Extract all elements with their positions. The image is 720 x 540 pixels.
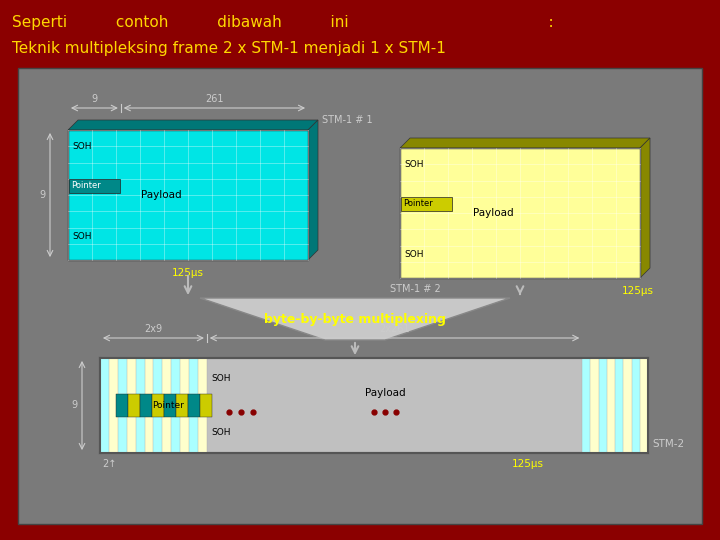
Bar bbox=[188, 394, 200, 417]
Bar bbox=[18, 68, 702, 524]
Bar bbox=[599, 358, 607, 453]
Text: SOH: SOH bbox=[212, 428, 231, 437]
Bar bbox=[109, 358, 118, 453]
Text: SOH: SOH bbox=[404, 160, 423, 170]
Text: Pointer: Pointer bbox=[71, 181, 101, 191]
Bar bbox=[162, 358, 171, 453]
Polygon shape bbox=[200, 298, 510, 340]
Bar bbox=[640, 358, 648, 453]
Bar bbox=[140, 394, 152, 417]
Bar bbox=[180, 358, 189, 453]
Text: Payload: Payload bbox=[473, 208, 513, 218]
Bar bbox=[400, 148, 640, 278]
Polygon shape bbox=[400, 138, 650, 148]
Text: SOH: SOH bbox=[212, 374, 231, 383]
Text: 9: 9 bbox=[91, 94, 97, 104]
Polygon shape bbox=[308, 120, 318, 260]
Text: SOH: SOH bbox=[72, 232, 91, 241]
Text: STM-1 # 1: STM-1 # 1 bbox=[322, 115, 373, 125]
Text: 9: 9 bbox=[39, 190, 45, 200]
Bar bbox=[171, 358, 180, 453]
Bar bbox=[176, 394, 188, 417]
Text: 2↑: 2↑ bbox=[102, 459, 117, 469]
Bar bbox=[135, 358, 145, 453]
Text: Seperti          contoh          dibawah          ini                           : Seperti contoh dibawah ini bbox=[12, 15, 554, 30]
Bar bbox=[607, 358, 615, 453]
Bar bbox=[145, 358, 153, 453]
Bar bbox=[590, 358, 599, 453]
Text: Pointer: Pointer bbox=[403, 199, 433, 208]
Text: byte-by-byte multiplexing: byte-by-byte multiplexing bbox=[264, 313, 446, 326]
Text: 125μs: 125μs bbox=[622, 286, 654, 296]
Text: 125μs: 125μs bbox=[511, 459, 544, 469]
Text: Pointer: Pointer bbox=[153, 401, 184, 410]
Bar bbox=[127, 358, 135, 453]
Text: Payload: Payload bbox=[141, 190, 181, 200]
Bar bbox=[582, 358, 590, 453]
Polygon shape bbox=[640, 138, 650, 278]
Bar bbox=[200, 394, 212, 417]
Bar bbox=[198, 358, 207, 453]
Bar bbox=[118, 358, 127, 453]
Text: 9: 9 bbox=[71, 401, 77, 410]
Text: STM-2: STM-2 bbox=[652, 439, 684, 449]
Bar bbox=[631, 358, 640, 453]
Bar bbox=[100, 358, 109, 453]
Text: SOH: SOH bbox=[72, 143, 91, 151]
Bar bbox=[100, 358, 648, 453]
Text: 2x9: 2x9 bbox=[145, 324, 163, 334]
Text: 125μs: 125μs bbox=[172, 268, 204, 278]
Bar bbox=[401, 197, 452, 211]
Bar bbox=[152, 394, 164, 417]
Text: STM-1 # 2: STM-1 # 2 bbox=[390, 284, 441, 294]
Bar bbox=[68, 130, 308, 260]
Bar bbox=[69, 179, 120, 193]
Text: Payload: Payload bbox=[364, 388, 405, 398]
Bar bbox=[615, 358, 624, 453]
Text: 261: 261 bbox=[205, 94, 224, 104]
Text: 2x261: 2x261 bbox=[379, 324, 410, 334]
Bar bbox=[128, 394, 140, 417]
Bar bbox=[164, 394, 176, 417]
Bar bbox=[624, 358, 631, 453]
Text: SOH: SOH bbox=[404, 250, 423, 259]
Text: Teknik multipleksing frame 2 x STM-1 menjadi 1 x STM-1: Teknik multipleksing frame 2 x STM-1 men… bbox=[12, 40, 446, 56]
Bar bbox=[153, 358, 162, 453]
Bar bbox=[116, 394, 128, 417]
Polygon shape bbox=[68, 120, 318, 130]
Bar bbox=[189, 358, 198, 453]
